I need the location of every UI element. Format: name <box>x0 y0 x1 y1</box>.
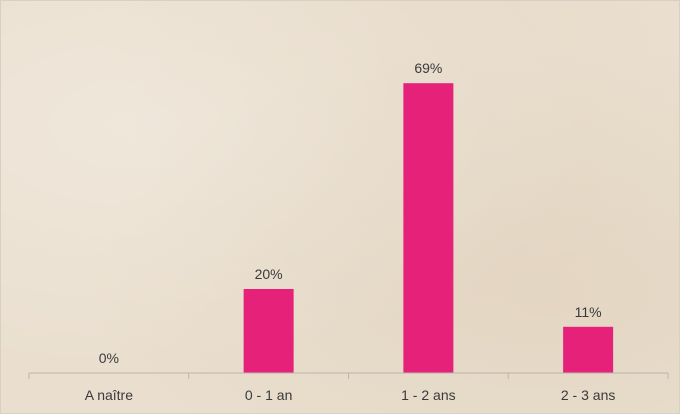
x-axis <box>28 372 669 379</box>
bars-layer <box>243 83 614 373</box>
x-tick-label-3: 2 - 3 ans <box>561 387 615 403</box>
x-tick-label-1: 0 - 1 an <box>245 387 292 403</box>
bar-2 <box>403 83 454 373</box>
data-label-0: 0% <box>99 350 119 366</box>
x-tick-label-0: A naître <box>85 387 133 403</box>
bar-3 <box>563 326 614 373</box>
labels-layer: 0% A naître 20% 0 - 1 an 69% 1 - 2 ans 11% 2 - … <box>85 60 616 403</box>
x-tick-label-2: 1 - 2 ans <box>401 387 455 403</box>
data-label-2: 69% <box>414 60 442 76</box>
data-label-1: 20% <box>255 266 283 282</box>
bar-1 <box>243 289 294 373</box>
data-label-3: 11% <box>575 304 602 320</box>
